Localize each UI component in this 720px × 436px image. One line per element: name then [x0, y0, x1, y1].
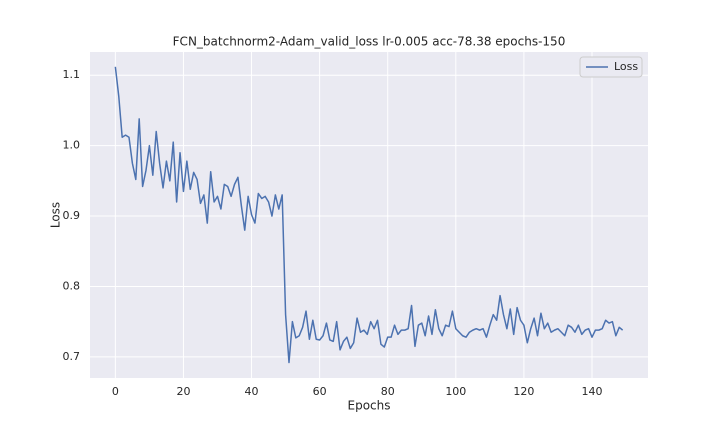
y-axis-label: Loss [49, 202, 63, 228]
legend-box [579, 56, 643, 78]
y-tick-label: 1.0 [63, 139, 81, 152]
data-line [114, 66, 624, 364]
legend-label: Loss [614, 60, 638, 73]
x-tick-label: 20 [176, 385, 190, 398]
x-tick-label: 80 [381, 385, 395, 398]
x-tick-label: 100 [445, 385, 466, 398]
y-tick-label: 0.9 [63, 209, 81, 222]
x-tick-label: 120 [513, 385, 534, 398]
y-tick-label: 1.1 [63, 68, 81, 81]
x-tick-label: 40 [245, 385, 259, 398]
x-tick-label: 140 [581, 385, 602, 398]
x-axis-label: Epochs [348, 399, 391, 413]
x-tick-label: 60 [313, 385, 327, 398]
y-tick-label: 0.8 [63, 279, 81, 292]
x-tick-label: 0 [112, 385, 119, 398]
y-tick-label: 0.7 [63, 350, 81, 363]
chart-title: FCN_batchnorm2-Adam_valid_loss lr-0.005 … [173, 35, 566, 49]
